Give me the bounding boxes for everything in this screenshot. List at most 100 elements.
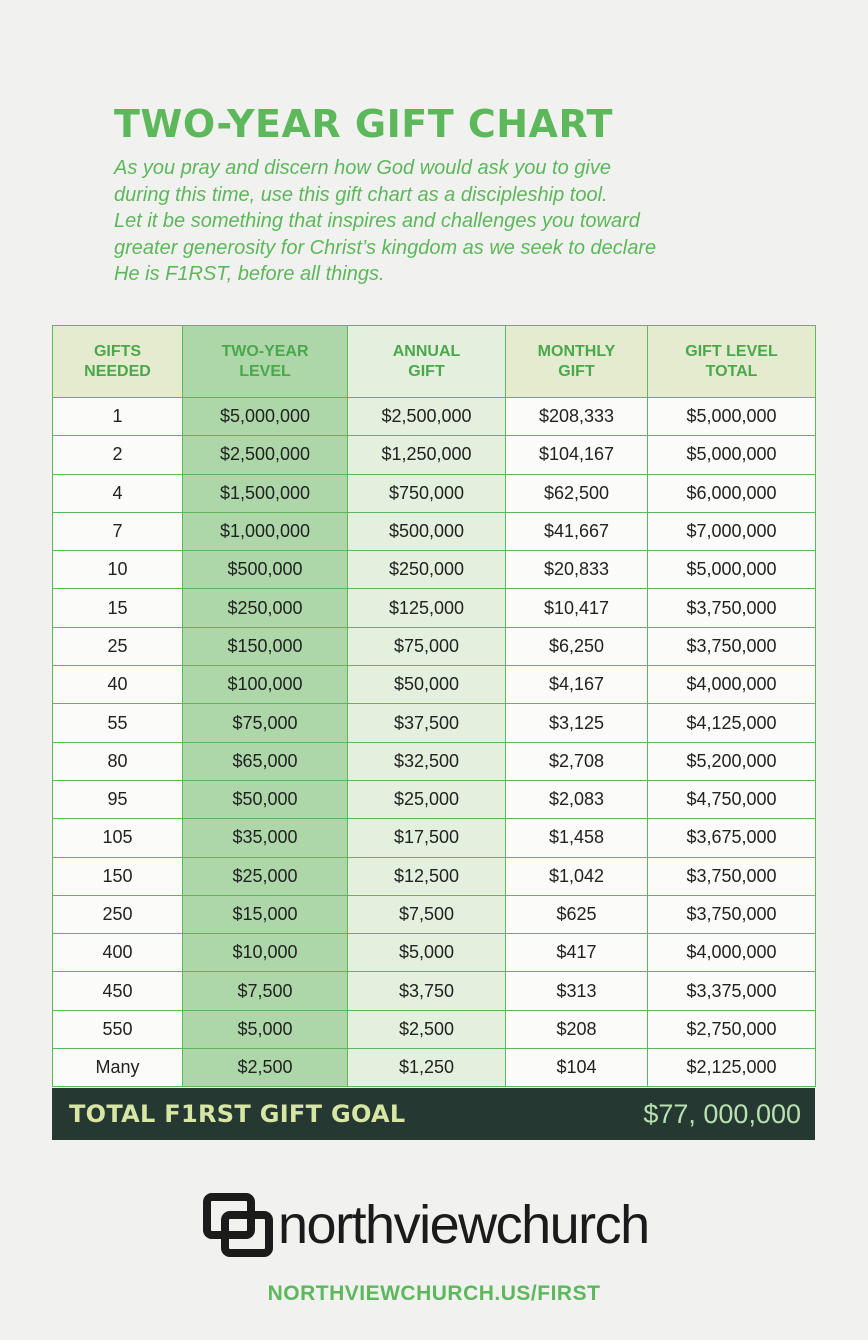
- two-year-level-cell: $2,500,000: [182, 435, 348, 475]
- annual-gift-cell: $1,250,000: [347, 435, 506, 475]
- header-line: LEVEL: [239, 362, 291, 380]
- two-year-level-cell: $5,000: [182, 1009, 348, 1050]
- two-year-level-cell: $7,500: [182, 971, 348, 1011]
- annual-gift-cell: $1,250: [347, 1048, 506, 1088]
- gifts-needed-cell: 400: [52, 933, 183, 973]
- gifts-needed-cell: 150: [52, 856, 183, 896]
- gift-level-total-cell: $3,750,000: [647, 588, 816, 628]
- table-row: 1 $5,000,000 $2,500,000 $208,333 $5,000,000: [52, 396, 816, 437]
- two-year-level-cell: $35,000: [182, 818, 348, 858]
- monthly-gift-cell: $104: [505, 1048, 648, 1088]
- gifts-needed-cell: 1: [52, 396, 183, 437]
- table-row: 15 $250,000 $125,000 $10,417 $3,750,000: [52, 588, 816, 628]
- two-year-level-cell: $10,000: [182, 933, 348, 973]
- gifts-needed-cell: 105: [52, 818, 183, 858]
- table-row: 40 $100,000 $50,000 $4,167 $4,000,000: [52, 665, 816, 705]
- monthly-gift-cell: $2,708: [505, 741, 648, 781]
- annual-gift-cell: $250,000: [347, 550, 506, 590]
- table-row: 2 $2,500,000 $1,250,000 $104,167 $5,000,000: [52, 435, 816, 475]
- monthly-gift-cell: $417: [505, 933, 648, 973]
- gift-level-total-cell: $3,750,000: [647, 856, 816, 896]
- gift-level-total-cell: $4,000,000: [647, 665, 816, 705]
- annual-gift-cell: $125,000: [347, 588, 506, 628]
- gifts-needed-cell: 250: [52, 894, 183, 935]
- two-year-level-cell: $1,500,000: [182, 473, 348, 513]
- annual-gift-cell: $2,500,000: [347, 396, 506, 437]
- gifts-needed-cell: Many: [52, 1048, 183, 1088]
- total-gift-goal-value: $77, 000,000: [643, 1098, 801, 1129]
- gifts-needed-cell: 7: [52, 511, 183, 552]
- header-line: ANNUAL: [392, 342, 461, 360]
- header-gifts-needed: GIFTS NEEDED: [52, 325, 183, 398]
- annual-gift-cell: $2,500: [347, 1009, 506, 1050]
- annual-gift-cell: $5,000: [347, 933, 506, 973]
- header-two-year-level: TWO-YEAR LEVEL: [182, 325, 348, 398]
- annual-gift-cell: $75,000: [347, 626, 506, 667]
- annual-gift-cell: $12,500: [347, 856, 506, 896]
- monthly-gift-cell: $625: [505, 894, 648, 935]
- two-year-level-cell: $500,000: [182, 550, 348, 590]
- logo-wordmark: northviewchurch: [278, 1195, 650, 1255]
- header-line: NEEDED: [84, 362, 151, 380]
- monthly-gift-cell: $41,667: [505, 511, 648, 552]
- table-row: 80 $65,000 $32,500 $2,708 $5,200,000: [52, 741, 816, 781]
- monthly-gift-cell: $1,458: [505, 818, 648, 858]
- gifts-needed-cell: 10: [52, 550, 183, 590]
- monthly-gift-cell: $20,833: [505, 550, 648, 590]
- gift-level-total-cell: $4,000,000: [647, 933, 816, 973]
- gift-level-total-cell: $2,750,000: [647, 1009, 816, 1050]
- table-row: Many $2,500 $1,250 $104 $2,125,000: [52, 1048, 816, 1088]
- two-year-level-cell: $65,000: [182, 741, 348, 781]
- monthly-gift-cell: $3,125: [505, 703, 648, 743]
- northview-logo: northviewchurch: [202, 1192, 650, 1258]
- two-year-level-cell: $15,000: [182, 894, 348, 935]
- gifts-needed-cell: 4: [52, 473, 183, 513]
- page-title: TWO-YEAR GIFT CHART: [114, 102, 613, 146]
- monthly-gift-cell: $2,083: [505, 779, 648, 820]
- header-line: GIFT LEVEL: [685, 342, 778, 360]
- gift-level-total-cell: $5,000,000: [647, 396, 816, 437]
- annual-gift-cell: $3,750: [347, 971, 506, 1011]
- table-row: 250 $15,000 $7,500 $625 $3,750,000: [52, 894, 816, 935]
- gifts-needed-cell: 2: [52, 435, 183, 475]
- gift-level-total-cell: $3,750,000: [647, 626, 816, 667]
- gift-level-total-cell: $4,750,000: [647, 779, 816, 820]
- annual-gift-cell: $750,000: [347, 473, 506, 513]
- gift-level-total-cell: $3,375,000: [647, 971, 816, 1011]
- monthly-gift-cell: $208: [505, 1009, 648, 1050]
- monthly-gift-cell: $104,167: [505, 435, 648, 475]
- total-gift-goal-bar: TOTAL F1RST GIFT GOAL $77, 000,000: [52, 1088, 815, 1140]
- header-gift-level-total: GIFT LEVEL TOTAL: [647, 325, 816, 398]
- monthly-gift-cell: $1,042: [505, 856, 648, 896]
- gifts-needed-cell: 25: [52, 626, 183, 667]
- gifts-needed-cell: 450: [52, 971, 183, 1011]
- gifts-needed-cell: 80: [52, 741, 183, 781]
- table-row: 450 $7,500 $3,750 $313 $3,375,000: [52, 971, 816, 1011]
- gift-level-total-cell: $5,000,000: [647, 435, 816, 475]
- total-gift-goal-label: TOTAL F1RST GIFT GOAL: [69, 1100, 406, 1128]
- two-year-level-cell: $75,000: [182, 703, 348, 743]
- gifts-needed-cell: 95: [52, 779, 183, 820]
- gifts-needed-cell: 40: [52, 665, 183, 705]
- gift-level-total-cell: $5,000,000: [647, 550, 816, 590]
- annual-gift-cell: $25,000: [347, 779, 506, 820]
- gift-level-total-cell: $6,000,000: [647, 473, 816, 513]
- gift-level-total-cell: $4,125,000: [647, 703, 816, 743]
- gifts-needed-cell: 15: [52, 588, 183, 628]
- two-year-level-cell: $150,000: [182, 626, 348, 667]
- gift-level-total-cell: $3,750,000: [647, 894, 816, 935]
- table-row: 25 $150,000 $75,000 $6,250 $3,750,000: [52, 626, 816, 667]
- gift-level-total-cell: $2,125,000: [647, 1048, 816, 1088]
- monthly-gift-cell: $313: [505, 971, 648, 1011]
- intro-text: As you pray and discern how God would as…: [114, 155, 774, 288]
- intro-line: greater generosity for Christ’s kingdom …: [114, 236, 657, 259]
- two-year-level-cell: $5,000,000: [182, 396, 348, 437]
- gift-level-total-cell: $5,200,000: [647, 741, 816, 781]
- header-line: TWO-YEAR: [221, 342, 309, 360]
- table-header-row: GIFTS NEEDED TWO-YEAR LEVEL ANNUAL GIFT …: [52, 325, 816, 398]
- annual-gift-cell: $32,500: [347, 741, 506, 781]
- gift-level-total-cell: $3,675,000: [647, 818, 816, 858]
- intro-line: Let it be something that inspires and ch…: [114, 210, 640, 232]
- annual-gift-cell: $50,000: [347, 665, 506, 705]
- table-row: 55 $75,000 $37,500 $3,125 $4,125,000: [52, 703, 816, 743]
